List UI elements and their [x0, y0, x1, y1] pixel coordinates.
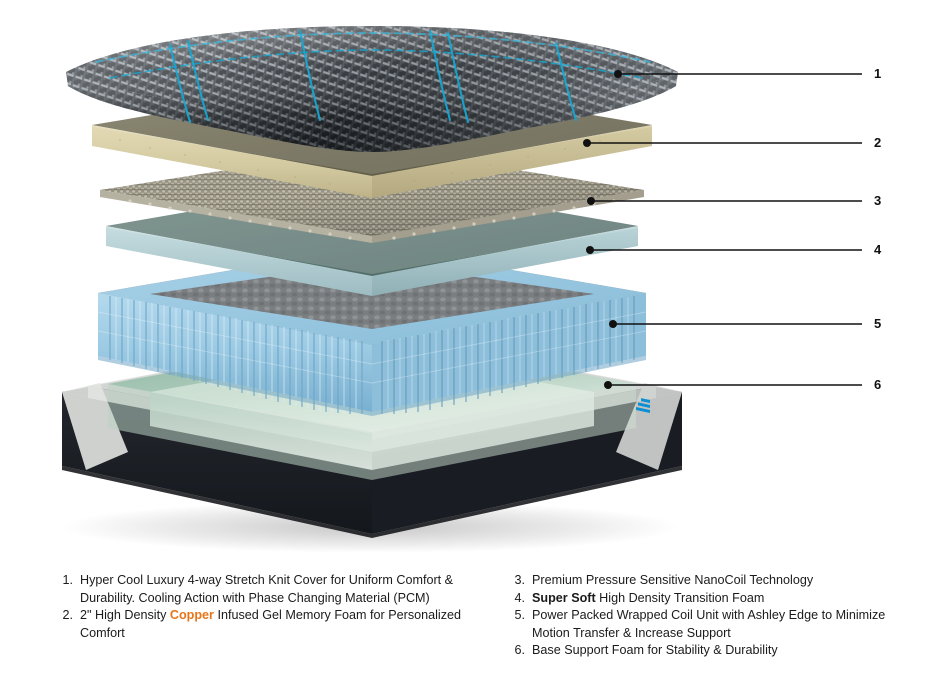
legend-item-text: Super Soft High Density Transition Foam — [532, 590, 918, 608]
legend-item-index: 3. — [514, 573, 525, 587]
callout-number-3: 3 — [874, 193, 882, 208]
brand-logo-mark — [636, 398, 650, 413]
legend-item-index: 5. — [514, 608, 525, 623]
legend-item: 2. 2" High Density Copper Infused Gel Mem… — [56, 607, 486, 642]
legend-text-segment: Hyper Cool Luxury 4-way Stretch Knit Cov… — [80, 573, 454, 605]
legend-column-left: 1. Hyper Cool Luxury 4-way Stretch Knit C… — [56, 572, 486, 642]
legend-text-segment: Power Packed Wrapped Coil Unit with Ashl… — [532, 608, 886, 640]
legend-column-right: 3. Premium Pressure Sensitive NanoCoil Te… — [508, 572, 918, 660]
legend-item: 5. Power Packed Wrapped Coil Unit with As… — [508, 607, 918, 642]
layer-knit-cover — [66, 26, 678, 152]
legend-item-index: 1. — [62, 573, 73, 587]
legend-item-index: 6. — [514, 643, 525, 658]
knit-cyan-accents — [168, 29, 578, 124]
legend-item-text: Power Packed Wrapped Coil Unit with Ashl… — [532, 607, 918, 642]
legend: 1. Hyper Cool Luxury 4-way Stretch Knit C… — [0, 572, 934, 700]
legend-item: 6. Base Support Foam for Stability & Dura… — [508, 642, 918, 660]
legend-item-text: Premium Pressure Sensitive NanoCoil Tech… — [532, 572, 918, 590]
callout-number-1: 1 — [874, 66, 882, 81]
legend-item: 1. Hyper Cool Luxury 4-way Stretch Knit C… — [56, 572, 486, 607]
legend-item-index: 4. — [514, 590, 525, 605]
legend-text-segment: Base Support Foam for Stability & Durabi… — [532, 643, 778, 658]
legend-item-text: Hyper Cool Luxury 4-way Stretch Knit Cov… — [80, 572, 486, 607]
legend-item-text: Base Support Foam for Stability & Durabi… — [532, 642, 918, 660]
legend-item: 4. Super Soft High Density Transition Foa… — [508, 590, 918, 608]
legend-item: 3. Premium Pressure Sensitive NanoCoil Te… — [508, 572, 918, 590]
legend-item-index: 2. — [62, 608, 73, 623]
callout-number-6: 6 — [874, 377, 882, 392]
callout-anchor-dots — [583, 70, 622, 389]
mattress-exploded-diagram: 1 2 3 4 5 6 — [60, 26, 882, 553]
callout-number-4: 4 — [874, 242, 882, 257]
legend-highlight-bold: Super Soft — [532, 590, 596, 605]
legend-text-segment: High Density Transition Foam — [595, 590, 765, 605]
legend-text-segment: Premium Pressure Sensitive NanoCoil Tech… — [532, 573, 814, 587]
callout-leader-lines — [587, 73, 862, 386]
knit-cyan-cross-accents — [95, 32, 651, 79]
coil-columns-right — [381, 296, 635, 414]
legend-text-segment: Infused Gel Memory Foam for Personalized… — [80, 608, 462, 640]
callout-number-5: 5 — [874, 316, 882, 331]
legend-highlight-copper: Copper — [169, 608, 214, 623]
coil-columns-left — [109, 296, 363, 414]
legend-item-text: 2" High Density Copper Infused Gel Memor… — [80, 607, 486, 642]
legend-text-segment: 2" High Density — [80, 608, 170, 623]
callout-number-2: 2 — [874, 135, 882, 150]
